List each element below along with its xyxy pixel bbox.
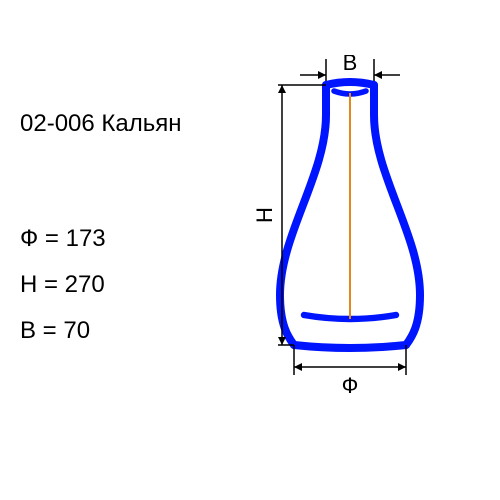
- technical-drawing: B H Ф: [240, 55, 470, 400]
- dim-phi: Ф = 173: [20, 225, 106, 253]
- dim-b: B = 70: [20, 317, 106, 345]
- dim-h: H = 270: [20, 271, 106, 299]
- svg-text:H: H: [252, 207, 277, 223]
- product-title: 02-006 Кальян: [20, 110, 181, 138]
- dimensions-block: Ф = 173 H = 270 B = 70: [20, 225, 106, 363]
- svg-text:B: B: [343, 55, 358, 75]
- svg-text:Ф: Ф: [342, 373, 359, 395]
